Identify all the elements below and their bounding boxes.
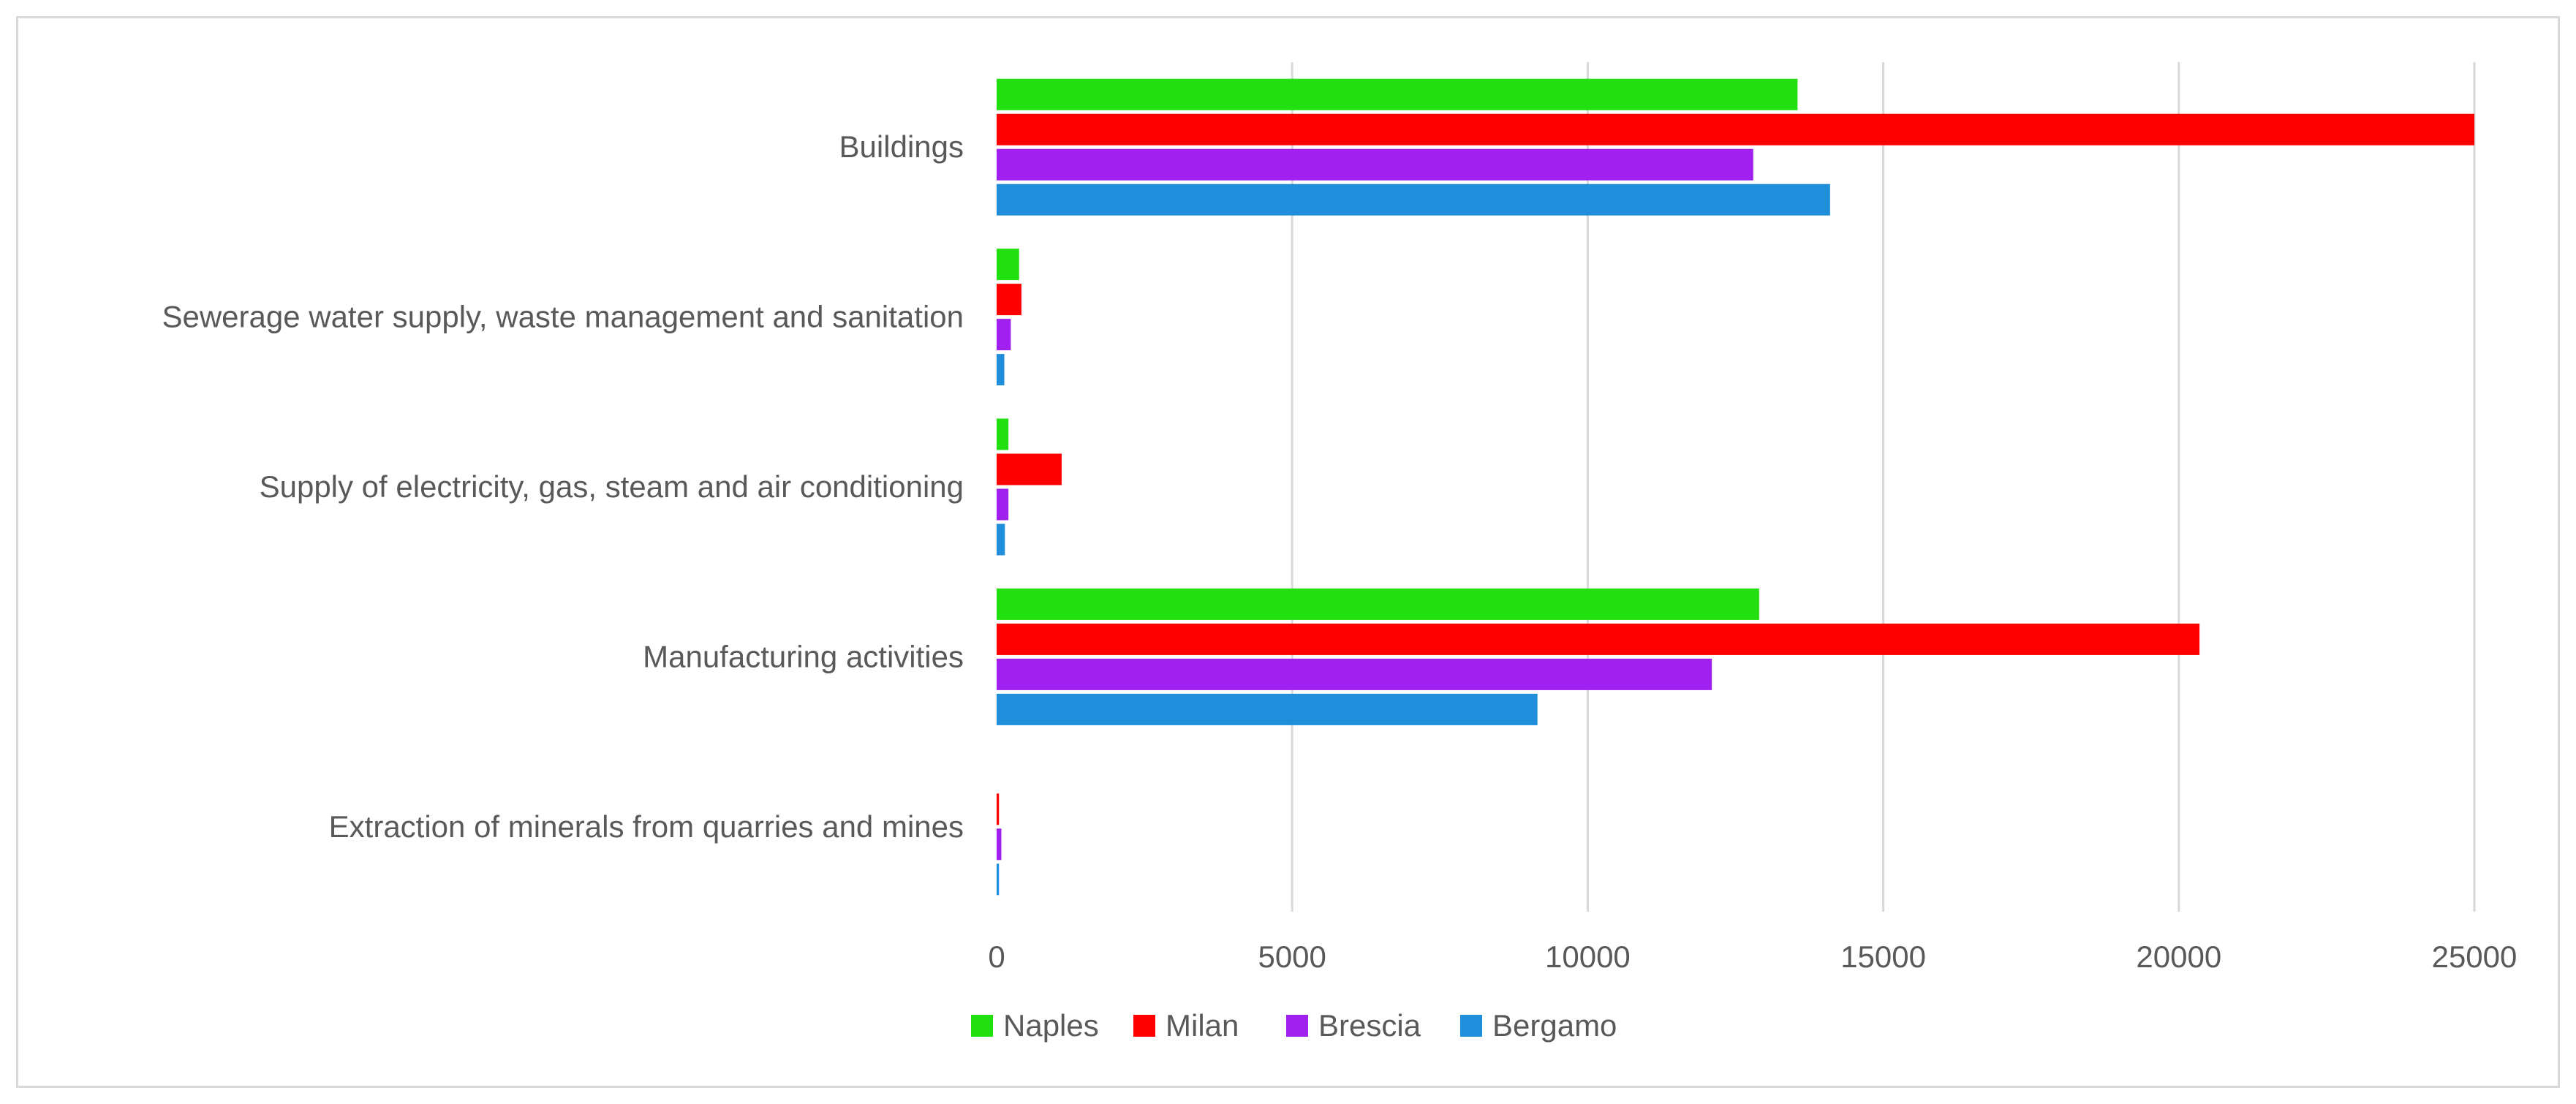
category-label: Sewerage water supply, waste management … [162, 300, 964, 334]
legend-label-naples: Naples [1003, 1008, 1099, 1043]
bar-bergamo-3 [997, 693, 1538, 725]
bar-milan-4 [997, 793, 1000, 825]
bar-bergamo-0 [997, 184, 1830, 216]
bar-brescia-2 [997, 488, 1009, 521]
legend-swatch-milan [1133, 1015, 1155, 1037]
bar-brescia-4 [997, 828, 1002, 861]
category-label: Buildings [839, 129, 964, 164]
category-label: Manufacturing activities [643, 639, 964, 673]
bar-bergamo-1 [997, 354, 1005, 386]
bar-milan-0 [997, 113, 2474, 145]
x-tick-label: 25000 [2432, 939, 2518, 974]
bar-naples-3 [997, 588, 1759, 620]
legend-swatch-bergamo [1460, 1015, 1482, 1037]
bar-naples-1 [997, 249, 1019, 281]
chart-frame: 0 5000 10000 15000 20000 25000 Buildings Sewera… [16, 16, 2560, 1088]
bar-chart: 0 5000 10000 15000 20000 25000 Buildings Sewera… [162, 62, 2518, 1043]
legend-label-milan: Milan [1166, 1008, 1239, 1043]
x-tick-label: 20000 [2136, 939, 2221, 974]
bar-bergamo-4 [997, 863, 1000, 896]
legend-swatch-brescia [1286, 1015, 1308, 1037]
bar-brescia-0 [997, 148, 1753, 181]
legend-label-brescia: Brescia [1318, 1008, 1421, 1043]
bar-brescia-1 [997, 319, 1011, 351]
bar-milan-1 [997, 284, 1021, 316]
legend-label-bergamo: Bergamo [1492, 1008, 1617, 1043]
bar-bergamo-2 [997, 523, 1005, 556]
bar-milan-3 [997, 623, 2200, 655]
legend-swatch-naples [971, 1015, 993, 1037]
x-tick-label: 5000 [1258, 939, 1326, 974]
category-label: Extraction of minerals from quarries and… [329, 809, 964, 844]
x-tick-label: 0 [988, 939, 1005, 974]
x-tick-label: 10000 [1545, 939, 1631, 974]
bar-milan-2 [997, 453, 1062, 485]
category-label: Supply of electricity, gas, steam and ai… [260, 469, 964, 504]
bar-brescia-3 [997, 658, 1712, 690]
x-tick-label: 15000 [1840, 939, 1926, 974]
bar-naples-0 [997, 78, 1798, 110]
bar-naples-2 [997, 418, 1009, 450]
